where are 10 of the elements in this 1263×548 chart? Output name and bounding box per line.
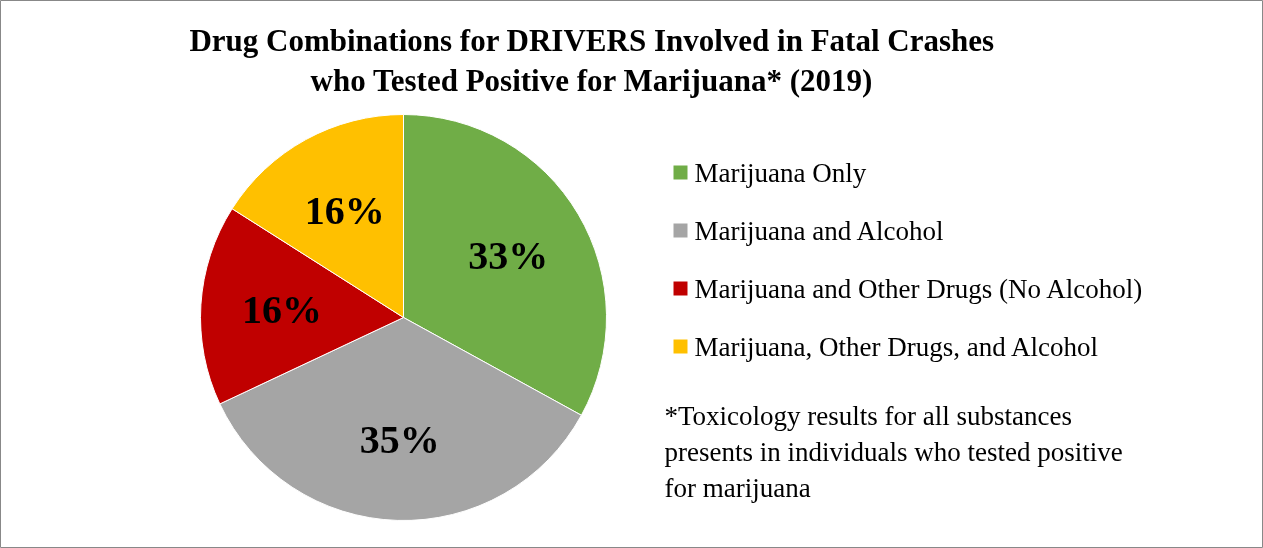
data-label: 16%: [241, 287, 322, 333]
text: *Toxicology results for all substances presents in individuals who tested positive for marijuana: [664, 400, 1123, 503]
legend-label: Marijuana, Other Drugs, and Alcohol: [694, 331, 1098, 362]
chart-title: Drug Combinations for DRIVERS Involved in Fatal Crashes who Tested Positive for Marijuana* (2019): [189, 22, 995, 98]
legend-label: Marijuana and Other Drugs (No Alcohol): [694, 273, 1143, 304]
data-label: 16%: [304, 188, 385, 234]
data-label: 33%: [468, 233, 549, 278]
legend-label: Marijuana Only: [694, 157, 867, 188]
legend-label: Marijuana and Alcohol: [694, 215, 944, 246]
data-label: 35%: [359, 416, 440, 462]
